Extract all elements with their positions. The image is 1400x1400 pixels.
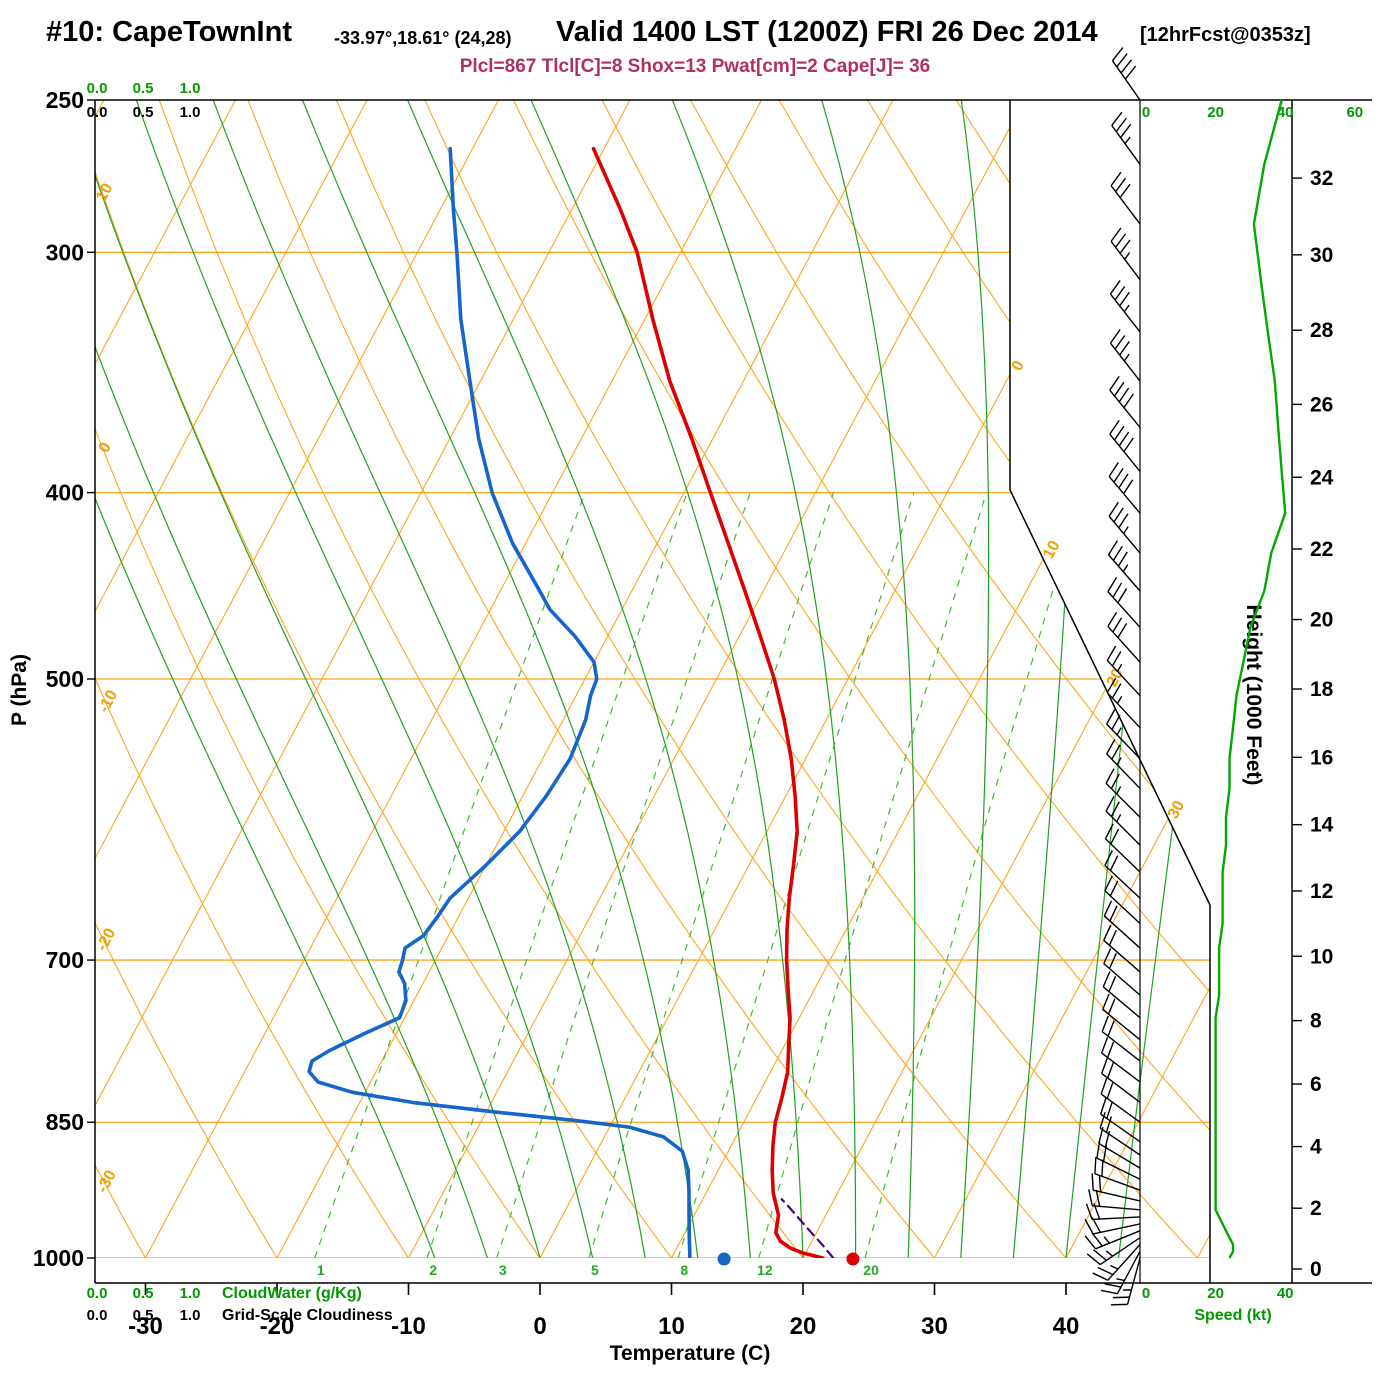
svg-text:20: 20 bbox=[1207, 104, 1224, 121]
svg-text:20: 20 bbox=[1104, 666, 1127, 690]
svg-text:30: 30 bbox=[921, 1313, 948, 1340]
svg-text:-20: -20 bbox=[93, 926, 119, 954]
svg-text:20: 20 bbox=[790, 1313, 817, 1340]
svg-text:700: 700 bbox=[46, 947, 84, 973]
svg-text:40: 40 bbox=[1277, 1285, 1294, 1302]
svg-text:20: 20 bbox=[1207, 1285, 1224, 1302]
svg-text:0.0: 0.0 bbox=[87, 80, 108, 97]
page-title: #10: CapeTownInt bbox=[46, 16, 292, 48]
surface-temperature-dot bbox=[846, 1252, 860, 1266]
svg-text:500: 500 bbox=[46, 666, 84, 692]
svg-text:26: 26 bbox=[1310, 393, 1333, 416]
svg-text:16: 16 bbox=[1310, 746, 1333, 769]
svg-text:18: 18 bbox=[1310, 678, 1334, 701]
svg-text:32: 32 bbox=[1310, 167, 1333, 190]
valid-time: Valid 1400 LST (1200Z) FRI 26 Dec 2014 bbox=[556, 16, 1098, 48]
svg-text:0: 0 bbox=[1310, 1258, 1322, 1281]
svg-text:10: 10 bbox=[658, 1313, 685, 1340]
svg-text:-10: -10 bbox=[95, 687, 121, 715]
svg-text:0.5: 0.5 bbox=[133, 80, 154, 97]
plot-area bbox=[95, 100, 1210, 1258]
parcel-path bbox=[780, 1198, 835, 1258]
svg-text:0.5: 0.5 bbox=[133, 104, 154, 121]
dewpoint-curve bbox=[307, 146, 692, 1258]
svg-text:Grid-Scale Cloudiness: Grid-Scale Cloudiness bbox=[222, 1307, 393, 1324]
plot-border bbox=[94, 99, 1372, 1284]
svg-text:30: 30 bbox=[1310, 244, 1333, 267]
svg-text:2: 2 bbox=[1310, 1197, 1322, 1220]
svg-text:10: 10 bbox=[1040, 538, 1063, 562]
svg-text:1000: 1000 bbox=[33, 1245, 84, 1271]
svg-text:1: 1 bbox=[317, 1262, 325, 1278]
svg-text:3: 3 bbox=[499, 1262, 507, 1278]
scale-rows: 0.0 0.5 1.0 0.0 0.5 1.0 0.0 0.5 1.0 0.0 0.5 1.0 Clou… bbox=[87, 80, 1364, 1324]
surface-markers bbox=[717, 1252, 860, 1266]
svg-text:0: 0 bbox=[1142, 104, 1150, 121]
svg-text:40: 40 bbox=[1053, 1313, 1080, 1340]
svg-text:28: 28 bbox=[1310, 319, 1334, 342]
svg-text:0.0: 0.0 bbox=[87, 104, 108, 121]
svg-text:20: 20 bbox=[1310, 609, 1333, 632]
svg-text:1.0: 1.0 bbox=[180, 104, 201, 121]
svg-text:0.0: 0.0 bbox=[87, 1307, 108, 1324]
svg-text:8: 8 bbox=[680, 1262, 688, 1278]
svg-text:60: 60 bbox=[1346, 104, 1363, 121]
svg-text:12: 12 bbox=[757, 1262, 773, 1278]
svg-text:0.0: 0.0 bbox=[87, 1285, 108, 1302]
mixing-ratio-labels: 1 2 3 5 8 12 20 bbox=[317, 1262, 879, 1278]
svg-text:Temperature (C): Temperature (C) bbox=[610, 1342, 771, 1365]
svg-text:0: 0 bbox=[96, 440, 115, 456]
pressure-gridlines bbox=[95, 251, 1210, 1258]
wind-barbs bbox=[1084, 47, 1141, 1306]
mixing-ratio-lines bbox=[314, 492, 1083, 1258]
svg-text:250: 250 bbox=[46, 87, 84, 113]
svg-text:850: 850 bbox=[46, 1109, 84, 1135]
svg-text:30: 30 bbox=[1165, 798, 1188, 822]
svg-text:Speed (kt): Speed (kt) bbox=[1194, 1307, 1271, 1324]
svg-text:400: 400 bbox=[46, 480, 84, 506]
svg-text:0: 0 bbox=[533, 1313, 546, 1340]
svg-text:1.0: 1.0 bbox=[180, 1285, 201, 1302]
svg-text:20: 20 bbox=[863, 1262, 879, 1278]
svg-text:14: 14 bbox=[1310, 814, 1334, 837]
stability-indices: Plcl=867 Tlcl[C]=8 Shox=13 Pwat[cm]=2 Ca… bbox=[459, 56, 931, 77]
svg-text:-10: -10 bbox=[391, 1313, 426, 1340]
surface-dewpoint-dot bbox=[717, 1252, 731, 1266]
svg-text:CloudWater (g/Kg): CloudWater (g/Kg) bbox=[222, 1285, 362, 1302]
svg-text:8: 8 bbox=[1310, 1010, 1322, 1033]
svg-text:1.0: 1.0 bbox=[180, 80, 201, 97]
isotherm-lines bbox=[95, 100, 1210, 1258]
svg-text:2: 2 bbox=[429, 1262, 437, 1278]
svg-text:0: 0 bbox=[1142, 1285, 1150, 1302]
svg-text:5: 5 bbox=[591, 1262, 599, 1278]
svg-text:6: 6 bbox=[1310, 1073, 1322, 1096]
svg-text:300: 300 bbox=[46, 239, 84, 265]
svg-text:Height (1000 Feet): Height (1000 Feet) bbox=[1242, 605, 1265, 786]
svg-text:0.5: 0.5 bbox=[133, 1285, 154, 1302]
svg-text:12: 12 bbox=[1310, 880, 1333, 903]
forecast-tag: [12hrFcst@0353z] bbox=[1140, 24, 1311, 46]
svg-text:24: 24 bbox=[1310, 466, 1334, 489]
svg-text:0.5: 0.5 bbox=[133, 1307, 154, 1324]
svg-text:P (hPa): P (hPa) bbox=[8, 654, 31, 726]
svg-text:22: 22 bbox=[1310, 538, 1333, 561]
svg-text:0: 0 bbox=[1009, 358, 1028, 374]
svg-text:10: 10 bbox=[93, 181, 116, 205]
dry-adiabat-lines bbox=[95, 100, 1210, 1258]
svg-text:4: 4 bbox=[1310, 1136, 1322, 1159]
temperature-curve bbox=[591, 146, 825, 1258]
svg-text:40: 40 bbox=[1277, 104, 1294, 121]
station-coordinates: -33.97°,18.61° (24,28) bbox=[334, 28, 512, 48]
svg-text:-20: -20 bbox=[260, 1313, 295, 1340]
svg-text:-30: -30 bbox=[128, 1313, 163, 1340]
wind-speed-curve bbox=[1214, 99, 1287, 1259]
svg-text:1.0: 1.0 bbox=[180, 1307, 201, 1324]
svg-text:10: 10 bbox=[1310, 945, 1333, 968]
